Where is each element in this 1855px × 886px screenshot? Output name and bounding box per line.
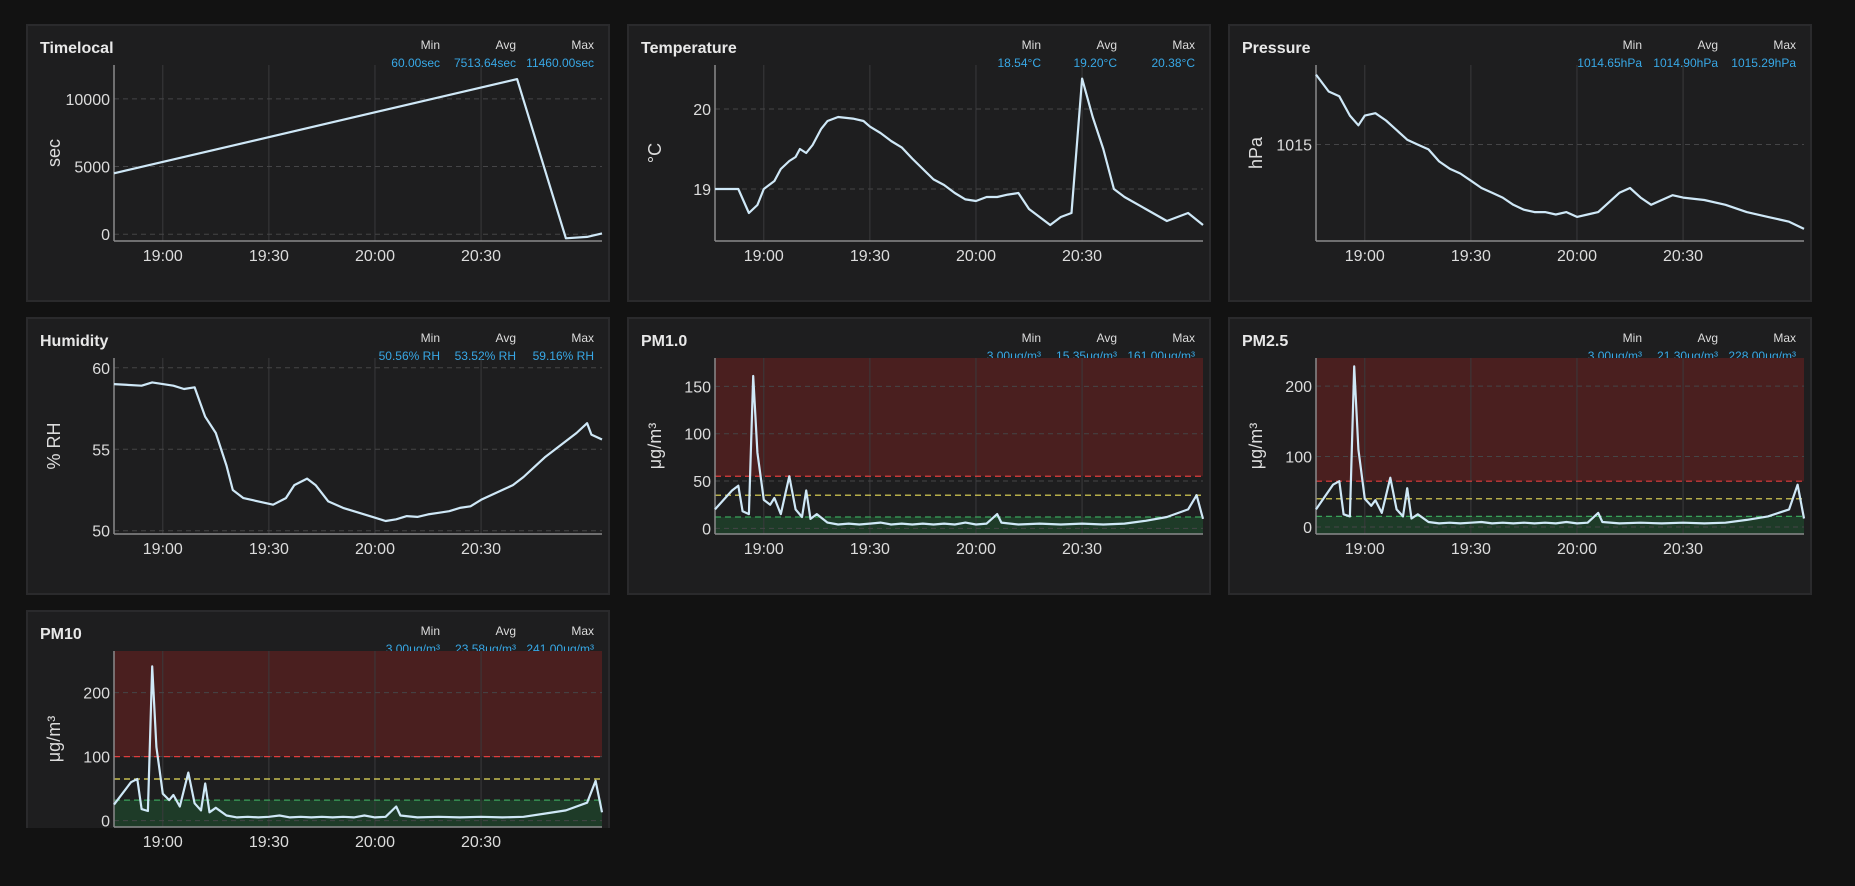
x-tick-label: 20:00 <box>956 541 996 558</box>
y-tick-label: 10000 <box>66 92 111 109</box>
y-tick-label: 1015 <box>1276 138 1312 155</box>
x-tick-label: 20:00 <box>355 541 395 558</box>
y-tick-label: 0 <box>702 521 711 538</box>
y-axis-label: μg/m³ <box>44 716 64 762</box>
panel-temperature: Temperature Min 18.54°C Avg 19.20°C Max 20.38°… <box>627 24 1211 302</box>
y-axis-label: sec <box>44 139 64 167</box>
panel-pm10: PM10 Min 3.00μg/m³ Avg 23.58μg/m³ Max 241.00μg… <box>26 610 610 828</box>
y-tick-label: 100 <box>83 750 110 767</box>
line-chart: 19:00 19:30 20:00 20:30 0 50 100 150 μg/m³ <box>629 319 1209 593</box>
x-tick-label: 19:00 <box>1345 541 1385 558</box>
line-chart: 19:00 19:30 20:00 20:30 50 55 60 % RH <box>28 319 608 593</box>
y-tick-label: 20 <box>693 102 711 119</box>
line-chart: 19:00 19:30 20:00 20:30 0 100 200 μg/m³ <box>28 612 608 886</box>
y-tick-label: 60 <box>92 361 110 378</box>
x-tick-label: 19:30 <box>249 834 289 851</box>
y-tick-label: 0 <box>101 227 110 244</box>
x-tick-label: 20:30 <box>1062 248 1102 265</box>
x-tick-label: 20:30 <box>461 248 501 265</box>
x-tick-label: 20:30 <box>461 834 501 851</box>
x-tick-label: 19:30 <box>850 541 890 558</box>
y-tick-label: 55 <box>92 442 110 459</box>
panel-pm1: PM1.0 Min 3.00μg/m³ Avg 15.35μg/m³ Max 161.00μ… <box>627 317 1211 595</box>
y-tick-label: 50 <box>693 474 711 491</box>
x-tick-label: 19:30 <box>249 248 289 265</box>
x-tick-label: 19:00 <box>744 248 784 265</box>
y-axis-label: μg/m³ <box>1246 423 1266 469</box>
series-line <box>1316 75 1804 229</box>
panel-timelocal: Timelocal Min 60.00sec Avg 7513.64sec Max 1146… <box>26 24 610 302</box>
x-tick-label: 20:30 <box>1663 248 1703 265</box>
x-tick-label: 19:00 <box>1345 248 1385 265</box>
series-line <box>114 79 602 238</box>
series-line <box>114 382 602 521</box>
x-tick-label: 20:00 <box>355 248 395 265</box>
y-tick-label: 0 <box>1303 520 1312 537</box>
y-tick-label: 5000 <box>74 160 110 177</box>
threshold-band <box>114 651 602 757</box>
line-chart: 19:00 19:30 20:00 20:30 0 100 200 μg/m³ <box>1230 319 1810 593</box>
y-tick-label: 150 <box>684 379 711 396</box>
y-axis-label: % RH <box>44 422 64 469</box>
line-chart: 19:00 19:30 20:00 20:30 1015 hPa <box>1230 26 1810 300</box>
x-tick-label: 19:30 <box>1451 248 1491 265</box>
x-tick-label: 20:00 <box>956 248 996 265</box>
line-chart: 19:00 19:30 20:00 20:30 0 5000 10000 sec <box>28 26 608 300</box>
y-axis-label: hPa <box>1246 136 1266 169</box>
x-tick-label: 20:30 <box>1062 541 1102 558</box>
threshold-band <box>715 517 1203 534</box>
x-tick-label: 20:30 <box>1663 541 1703 558</box>
x-tick-label: 19:00 <box>143 541 183 558</box>
y-tick-label: 50 <box>92 524 110 541</box>
panel-pm25: PM2.5 Min 3.00μg/m³ Avg 21.30μg/m³ Max 228.00μ… <box>1228 317 1812 595</box>
x-tick-label: 20:00 <box>1557 248 1597 265</box>
y-tick-label: 200 <box>83 686 110 703</box>
x-tick-label: 20:00 <box>355 834 395 851</box>
x-tick-label: 19:30 <box>249 541 289 558</box>
panel-pressure: Pressure Min 1014.65hPa Avg 1014.90hPa Max 101… <box>1228 24 1812 302</box>
y-tick-label: 200 <box>1285 379 1312 396</box>
x-tick-label: 19:30 <box>850 248 890 265</box>
y-axis-label: °C <box>645 143 665 163</box>
y-tick-label: 100 <box>1285 450 1312 467</box>
threshold-band <box>1316 516 1804 534</box>
y-tick-label: 19 <box>693 182 711 199</box>
x-tick-label: 20:00 <box>1557 541 1597 558</box>
x-tick-label: 20:30 <box>461 541 501 558</box>
x-tick-label: 19:00 <box>744 541 784 558</box>
y-tick-label: 100 <box>684 427 711 444</box>
y-axis-label: μg/m³ <box>645 423 665 469</box>
y-tick-label: 0 <box>101 814 110 831</box>
threshold-band <box>114 800 602 827</box>
x-tick-label: 19:30 <box>1451 541 1491 558</box>
threshold-band <box>715 358 1203 476</box>
panel-humidity: Humidity Min 50.56% RH Avg 53.52% RH Max 59.16… <box>26 317 610 595</box>
series-line <box>715 79 1203 225</box>
line-chart: 19:00 19:30 20:00 20:30 19 20 °C <box>629 26 1209 300</box>
x-tick-label: 19:00 <box>143 248 183 265</box>
threshold-band <box>1316 358 1804 481</box>
x-tick-label: 19:00 <box>143 834 183 851</box>
